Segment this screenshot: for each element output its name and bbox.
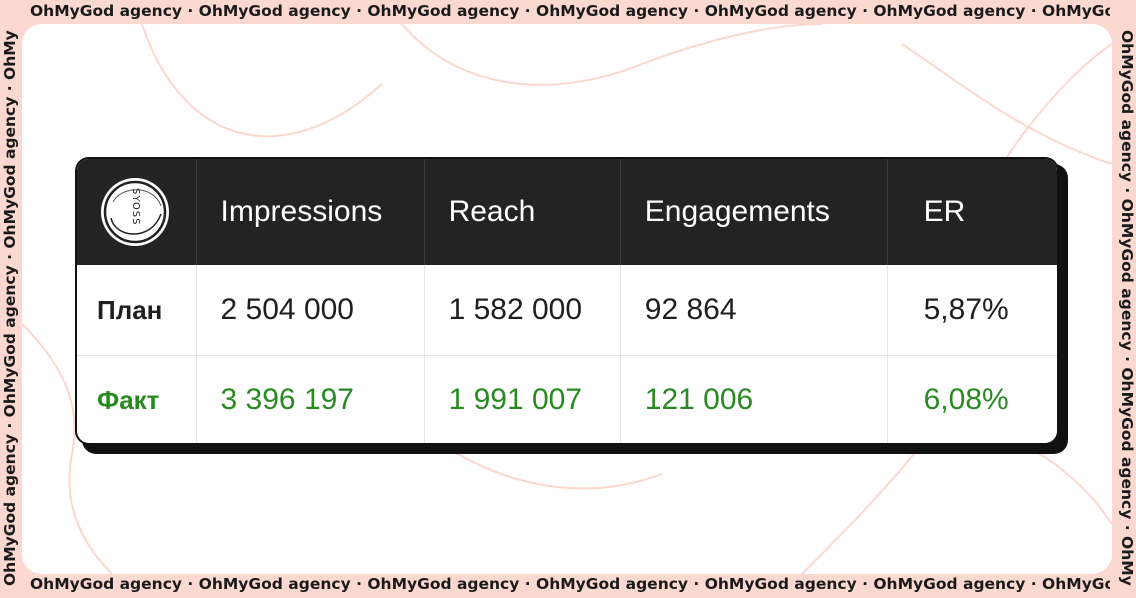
fact-reach: 1 991 007 bbox=[425, 355, 621, 443]
ticker-bottom: OhMyGod agency · OhMyGod agency · OhMyGo… bbox=[30, 575, 1110, 593]
table-row-fact: Факт 3 396 197 1 991 007 121 006 6,08% bbox=[77, 355, 1057, 443]
fact-er: 6,08% bbox=[923, 383, 1009, 416]
kpi-table: SYOSS Impressions Reach Engagements ER П… bbox=[75, 157, 1059, 445]
row-label-fact: Факт bbox=[77, 355, 197, 443]
syoss-logo: SYOSS bbox=[101, 178, 169, 246]
table-header-row: SYOSS Impressions Reach Engagements ER bbox=[77, 159, 1057, 265]
fact-engagements: 121 006 bbox=[621, 355, 888, 443]
plan-er: 5,87% bbox=[923, 293, 1009, 326]
header-logo-cell: SYOSS bbox=[77, 159, 197, 265]
logo-text: SYOSS bbox=[130, 188, 141, 226]
logo-ring-icon bbox=[103, 180, 167, 244]
header-er: ER bbox=[923, 195, 966, 228]
header-reach: Reach bbox=[425, 159, 621, 265]
table-row-plan: План 2 504 000 1 582 000 92 864 5,87% bbox=[77, 265, 1057, 356]
plan-engagements: 92 864 bbox=[621, 265, 888, 355]
header-engagements: Engagements bbox=[621, 159, 888, 265]
plan-reach: 1 582 000 bbox=[425, 265, 621, 355]
decorative-curves bbox=[22, 24, 1112, 574]
row-label-plan: План bbox=[77, 265, 197, 355]
ticker-right: OhMyGod agency · OhMyGod agency · OhMyGo… bbox=[1116, 30, 1136, 586]
plan-impressions: 2 504 000 bbox=[197, 265, 425, 355]
ticker-left: OhMyGod agency · OhMyGod agency · OhMyGo… bbox=[1, 30, 21, 586]
fact-impressions: 3 396 197 bbox=[197, 355, 425, 443]
ticker-top: OhMyGod agency · OhMyGod agency · OhMyGo… bbox=[30, 2, 1110, 20]
header-impressions: Impressions bbox=[197, 159, 425, 265]
